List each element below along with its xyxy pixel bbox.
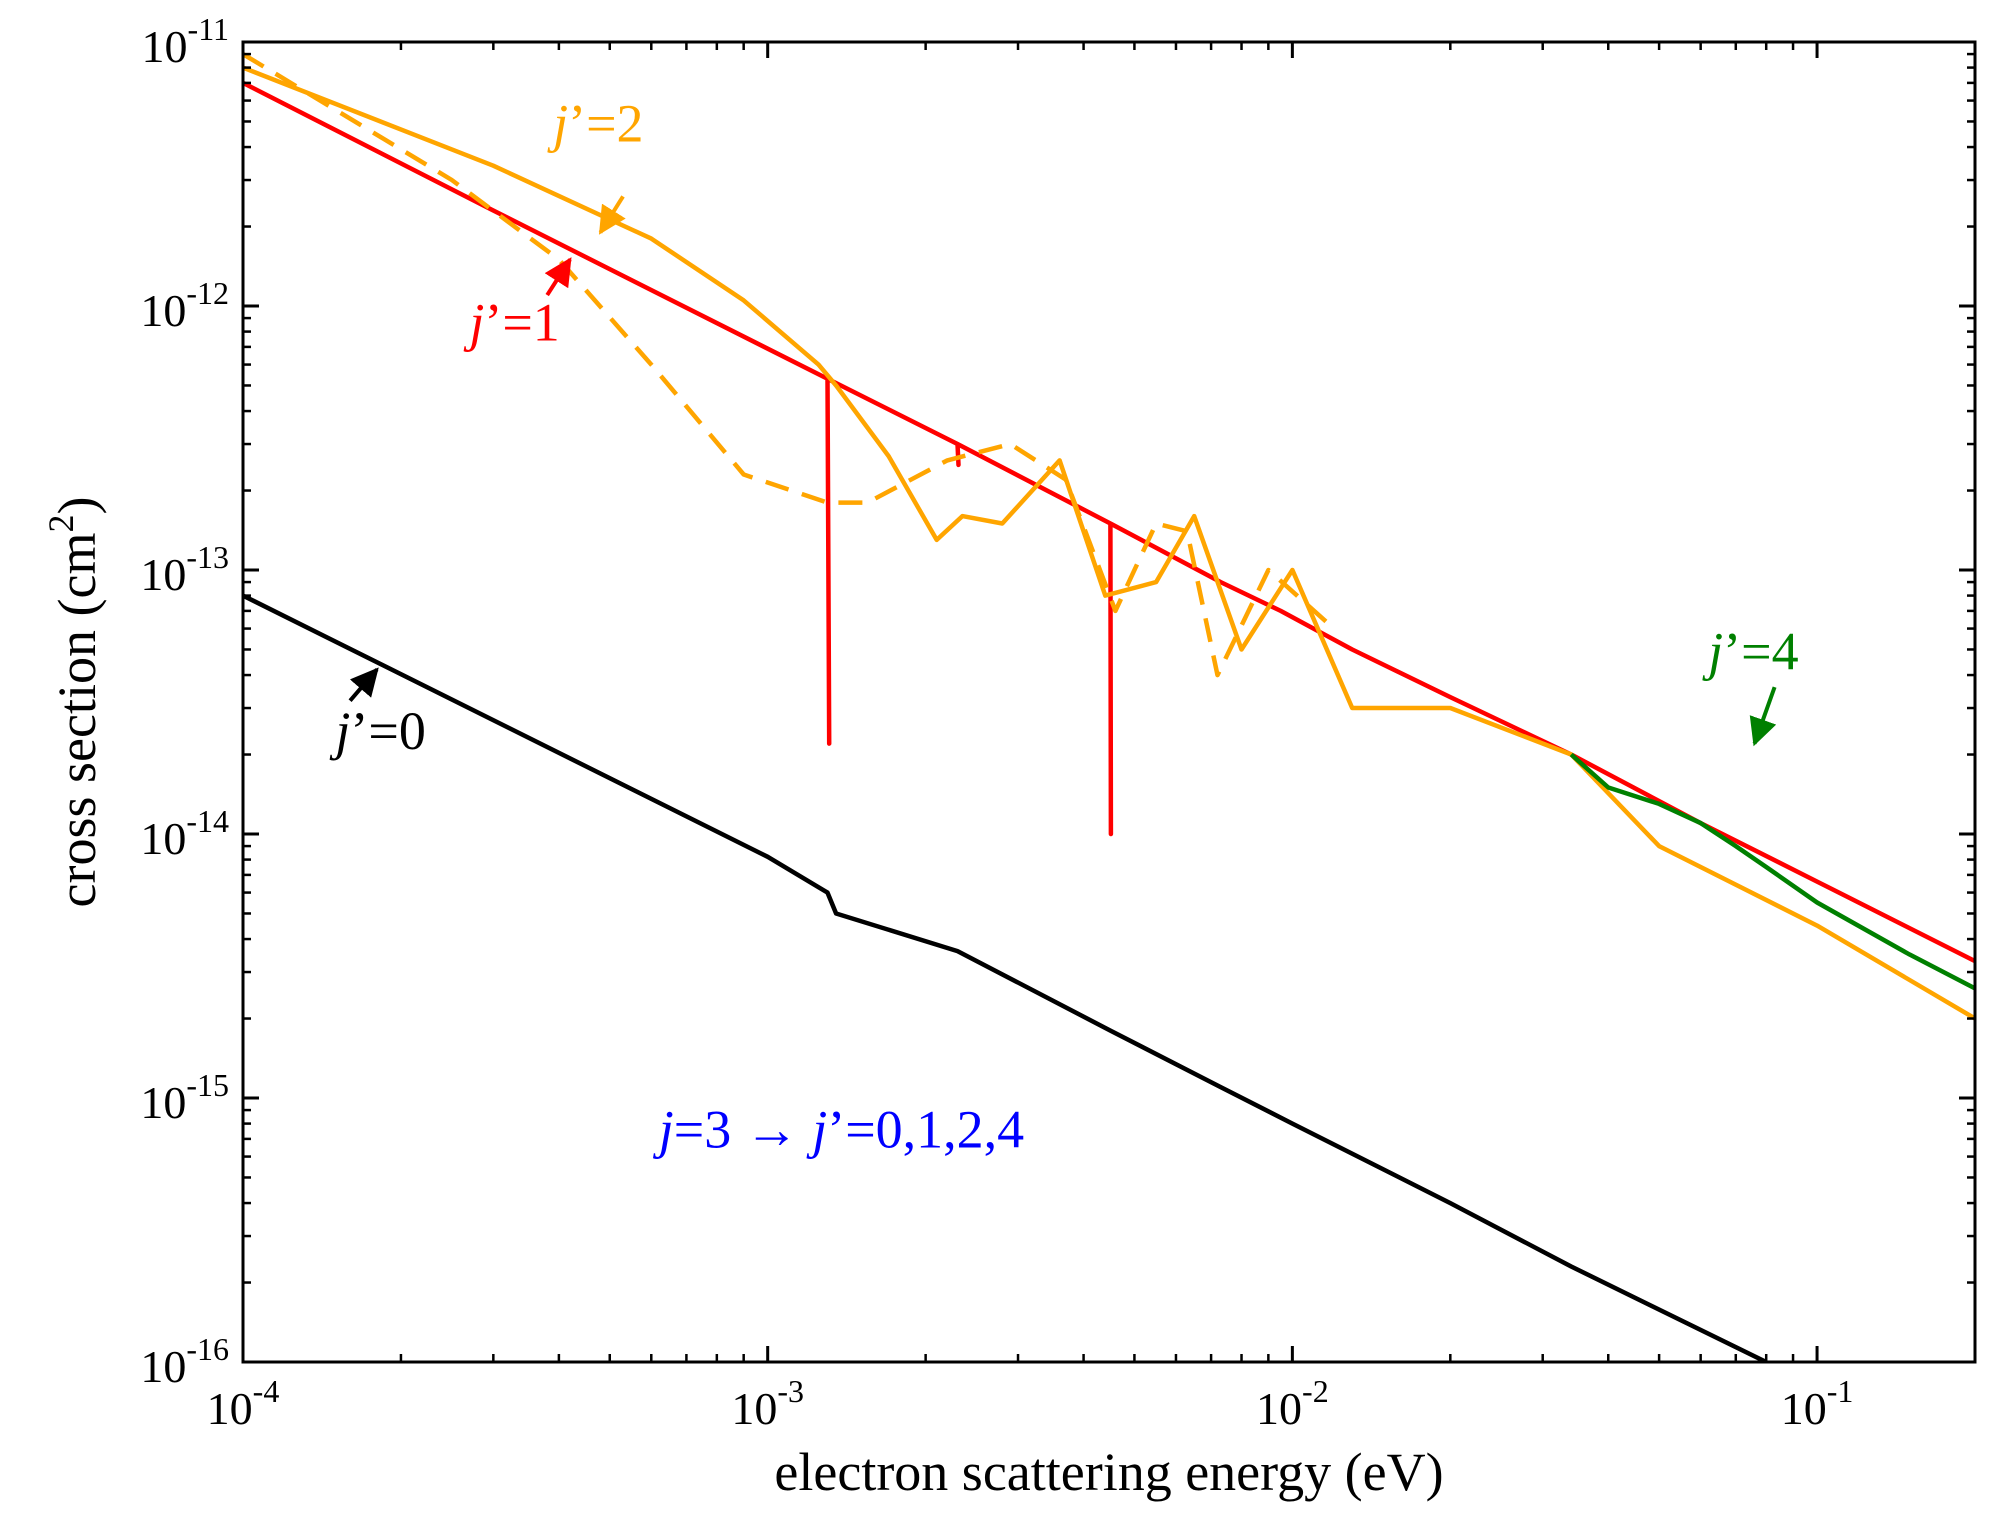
x-axis-label: electron scattering energy (eV): [774, 1442, 1443, 1502]
y-tick-label: 10-11: [142, 11, 229, 72]
series-line-0: [243, 80, 1975, 964]
series-line-2: [243, 52, 1336, 678]
x-tick-label: 10-4: [207, 1373, 280, 1434]
series-layer: [243, 52, 1975, 1362]
annotation-label-0: j’=2: [547, 93, 643, 153]
annotation-arrow-2: [348, 667, 379, 702]
y-axis-label: cross section (cm2): [41, 497, 107, 908]
annotation-arrow-3: [1749, 686, 1777, 747]
y-tick-label: 10-13: [140, 539, 229, 600]
annotation-label-3: j’=4: [1702, 621, 1798, 681]
x-tick-label: 10-1: [1781, 1373, 1854, 1434]
series-line-3: [1569, 752, 1975, 991]
annotation-arrow-0: [598, 195, 626, 235]
y-axis-label-sup: 2: [41, 515, 81, 533]
ticks-layer: 10-4 10-3 10-2 10-1 10-16 10-15 10-14 10-13 10-1…: [140, 11, 1977, 1434]
series-line-4: [243, 593, 1768, 1362]
y-axis-label-prefix: cross section (cm: [47, 533, 107, 908]
y-tick-label: 10-15: [140, 1067, 229, 1128]
annotation-label-4: j=3 → j’=0,1,2,4: [653, 1099, 1024, 1159]
y-axis-label-suffix: ): [47, 497, 107, 515]
y-tick-label: 10-16: [140, 1331, 229, 1392]
plot-frame: [241, 40, 1977, 1364]
annotation-layer: j’=2 j’=1 j’=0 j’=4 j=3 → j’=0,1,2,4: [329, 93, 1798, 1159]
series-line-1: [243, 65, 1975, 1021]
annotation-label-1: j’=1: [463, 293, 559, 353]
annotation-label-2: j’=0: [329, 701, 425, 761]
x-tick-label: 10-2: [1256, 1373, 1329, 1434]
annotation-arrow-1: [544, 257, 572, 297]
y-tick-label: 10-14: [140, 803, 229, 864]
x-tick-label: 10-3: [731, 1373, 804, 1434]
y-tick-label: 10-12: [140, 275, 229, 336]
